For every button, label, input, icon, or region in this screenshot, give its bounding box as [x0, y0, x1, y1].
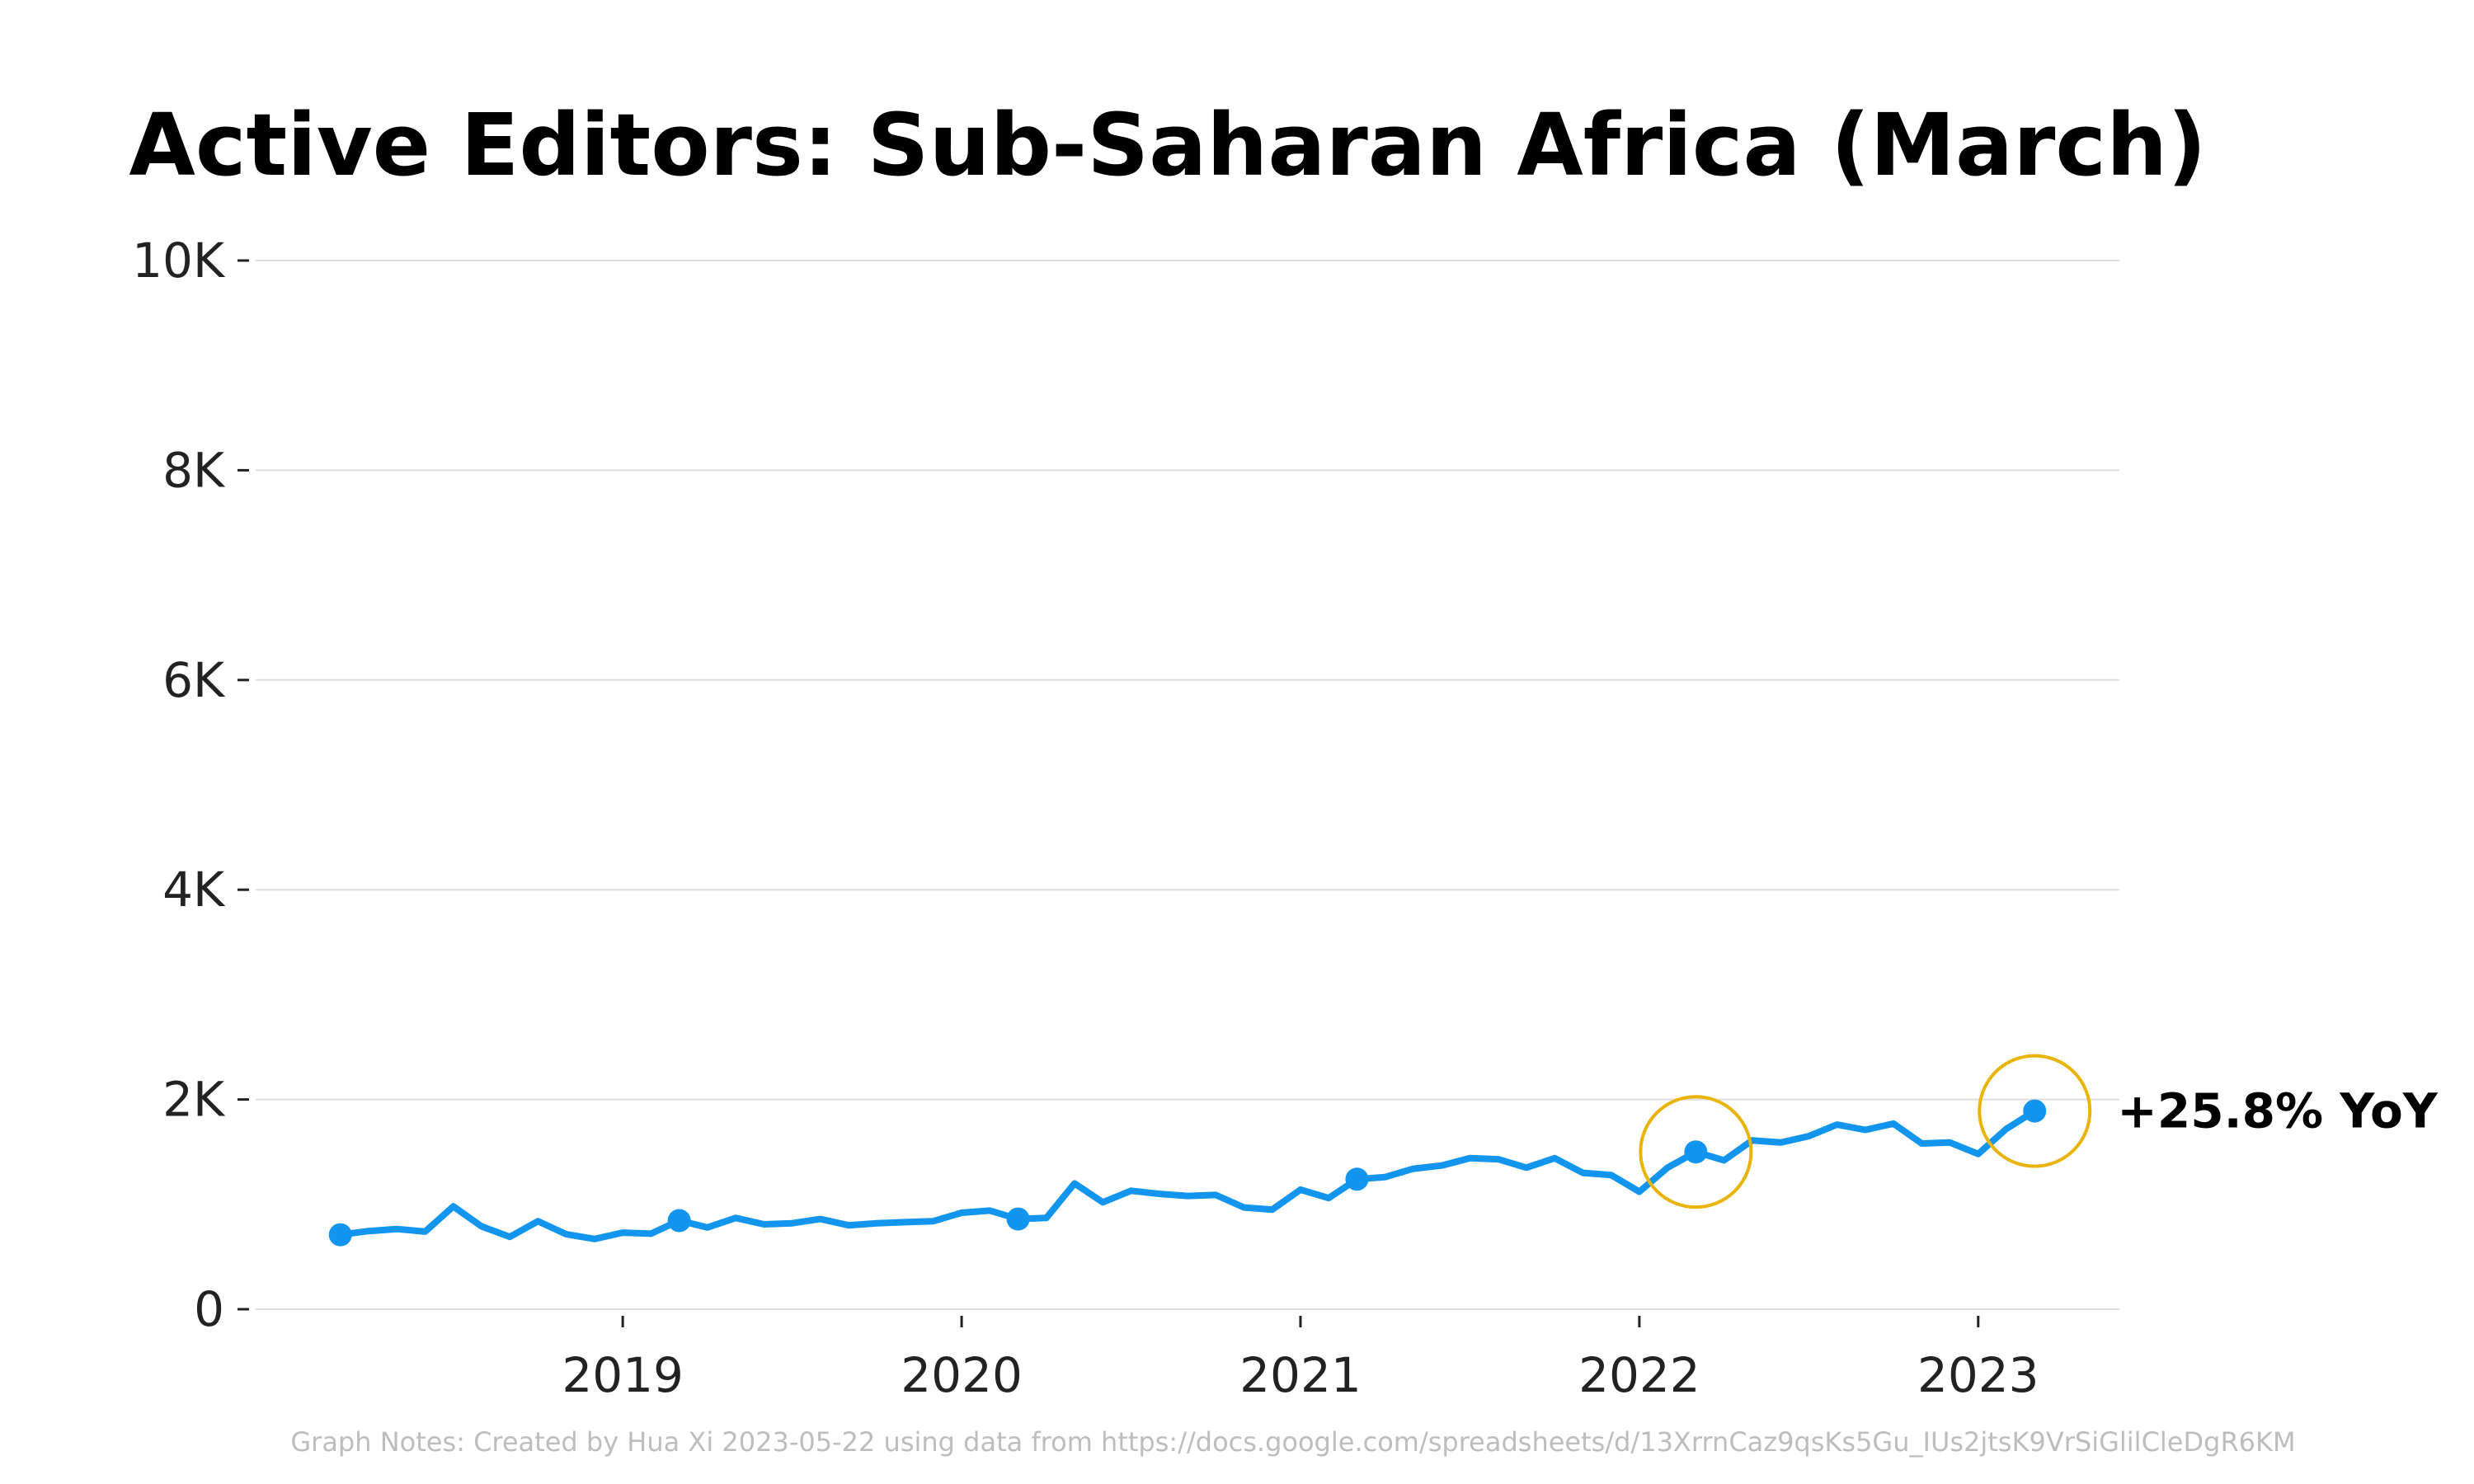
data-point [986, 1207, 993, 1214]
highlight-circle [1639, 1095, 1753, 1209]
data-point [1721, 1157, 1728, 1163]
yoy-annotation: +25.8% YoY [2117, 1083, 2439, 1139]
x-tick-label: 2020 [901, 1347, 1023, 1403]
data-point [478, 1223, 485, 1230]
data-point [1269, 1206, 1276, 1213]
march-point [328, 1223, 352, 1247]
data-point [619, 1229, 626, 1236]
march-point [667, 1209, 691, 1233]
data-point [1466, 1155, 1473, 1162]
data-point [1551, 1155, 1558, 1162]
chart-title: Active Editors: Sub-Saharan Africa (Marc… [129, 95, 2206, 195]
data-point [1438, 1162, 1445, 1169]
plot-area [328, 1099, 2047, 1247]
data-point [958, 1209, 965, 1216]
data-point [1156, 1190, 1163, 1197]
data-point [1495, 1156, 1502, 1162]
data-point [1382, 1174, 1389, 1181]
graph-notes: Graph Notes: Created by Hua Xi 2023-05-2… [290, 1426, 2295, 1458]
data-point [591, 1236, 598, 1242]
data-point [421, 1228, 428, 1235]
data-point [563, 1231, 570, 1237]
data-point [789, 1220, 796, 1227]
series-line [336, 1107, 2039, 1242]
data-point [732, 1214, 739, 1221]
y-axis: 0 2K 4K 6K 8K 10K [132, 232, 249, 1337]
data-point [1636, 1189, 1643, 1195]
data-point [1947, 1139, 1954, 1146]
data-point [873, 1220, 880, 1227]
data-point [1184, 1193, 1191, 1200]
data-point [817, 1216, 824, 1223]
data-point [1043, 1214, 1050, 1221]
grid [256, 260, 2119, 1310]
data-point [1664, 1164, 1671, 1171]
y-tick-label: 6K [162, 652, 226, 708]
y-tick-label: 4K [162, 862, 226, 918]
data-point [1297, 1186, 1304, 1193]
data-point [365, 1228, 372, 1234]
data-point [1240, 1205, 1247, 1211]
data-point [1128, 1187, 1135, 1194]
data-point [393, 1226, 400, 1233]
data-point [1523, 1164, 1530, 1171]
march-point [2023, 1099, 2047, 1123]
march-point [1684, 1140, 1708, 1164]
march-point [1345, 1167, 1369, 1191]
data-point [1862, 1126, 1869, 1133]
data-point [647, 1230, 654, 1237]
data-point [1410, 1166, 1417, 1172]
annotations: +25.8% YoY [1639, 1054, 2439, 1209]
data-point [450, 1203, 457, 1209]
data-point [930, 1218, 937, 1224]
data-point [506, 1233, 513, 1240]
data-point [760, 1221, 767, 1228]
data-point [845, 1222, 852, 1228]
data-point [1608, 1172, 1615, 1178]
data-point [1890, 1120, 1897, 1127]
data-point [534, 1218, 541, 1224]
data-point [1071, 1180, 1078, 1186]
data-point [2003, 1125, 2010, 1132]
data-point [1805, 1133, 1812, 1139]
data-point [1325, 1195, 1332, 1201]
march-point [1006, 1207, 1030, 1231]
y-tick-label: 8K [162, 442, 226, 498]
data-point [1777, 1139, 1784, 1146]
highlight-circle [1978, 1054, 2092, 1168]
x-tick-label: 2023 [1917, 1347, 2039, 1403]
y-tick-label: 2K [162, 1072, 226, 1128]
data-point [902, 1219, 909, 1225]
x-axis: 2019 2020 2021 2022 2023 [562, 1316, 2039, 1403]
data-point [1918, 1140, 1925, 1147]
y-tick-label: 0 [194, 1281, 224, 1337]
data-point [1579, 1170, 1586, 1176]
data-point [1975, 1151, 1982, 1158]
x-tick-label: 2019 [562, 1347, 684, 1403]
data-point [1212, 1191, 1219, 1198]
x-tick-label: 2021 [1239, 1347, 1362, 1403]
y-tick-label: 10K [132, 232, 226, 289]
x-tick-label: 2022 [1578, 1347, 1700, 1403]
data-point [704, 1224, 711, 1231]
data-point [1099, 1199, 1106, 1205]
data-point [1834, 1121, 1841, 1128]
